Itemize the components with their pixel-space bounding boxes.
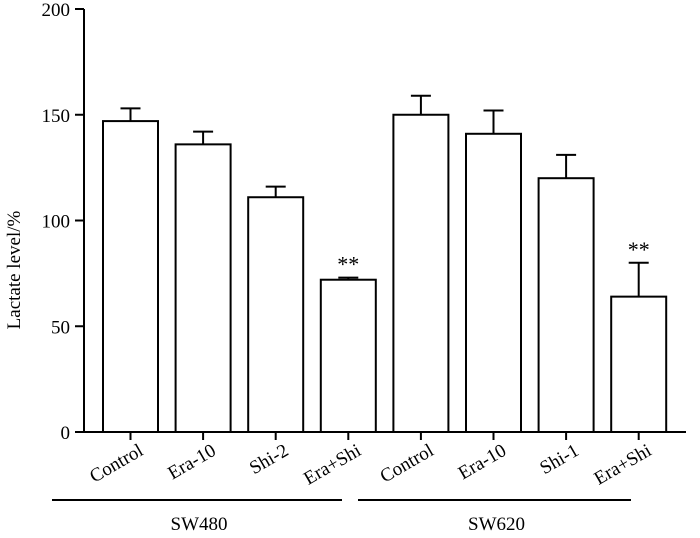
- category-label: Era-10: [455, 440, 510, 484]
- group-label: SW620: [468, 514, 525, 533]
- bars: [102, 94, 668, 434]
- significance-label: **: [337, 252, 359, 277]
- bar: [247, 196, 305, 433]
- bar: [174, 143, 232, 434]
- category-label: Era-10: [164, 440, 219, 484]
- bar: [392, 113, 450, 433]
- category-label: Era+Shi: [591, 440, 656, 489]
- y-axis-label: Lactate level/%: [4, 210, 25, 329]
- bar: [610, 295, 668, 434]
- bar: [465, 132, 522, 433]
- bar: [319, 278, 377, 433]
- category-label: Control: [377, 440, 438, 487]
- bar: [102, 120, 159, 433]
- bar: [537, 177, 595, 433]
- significance-label: **: [628, 237, 650, 262]
- y-tick-label: 0: [61, 423, 71, 444]
- category-label: Control: [86, 440, 147, 487]
- category-label: Shi-1: [536, 440, 582, 479]
- y-tick-label: 50: [51, 317, 70, 338]
- category-label: Era+Shi: [300, 440, 365, 489]
- y-tick-label: 200: [42, 0, 71, 21]
- group-label: SW480: [171, 514, 228, 533]
- y-tick-label: 100: [42, 212, 71, 233]
- category-label: Shi-2: [246, 440, 292, 479]
- y-tick-label: 150: [42, 106, 71, 127]
